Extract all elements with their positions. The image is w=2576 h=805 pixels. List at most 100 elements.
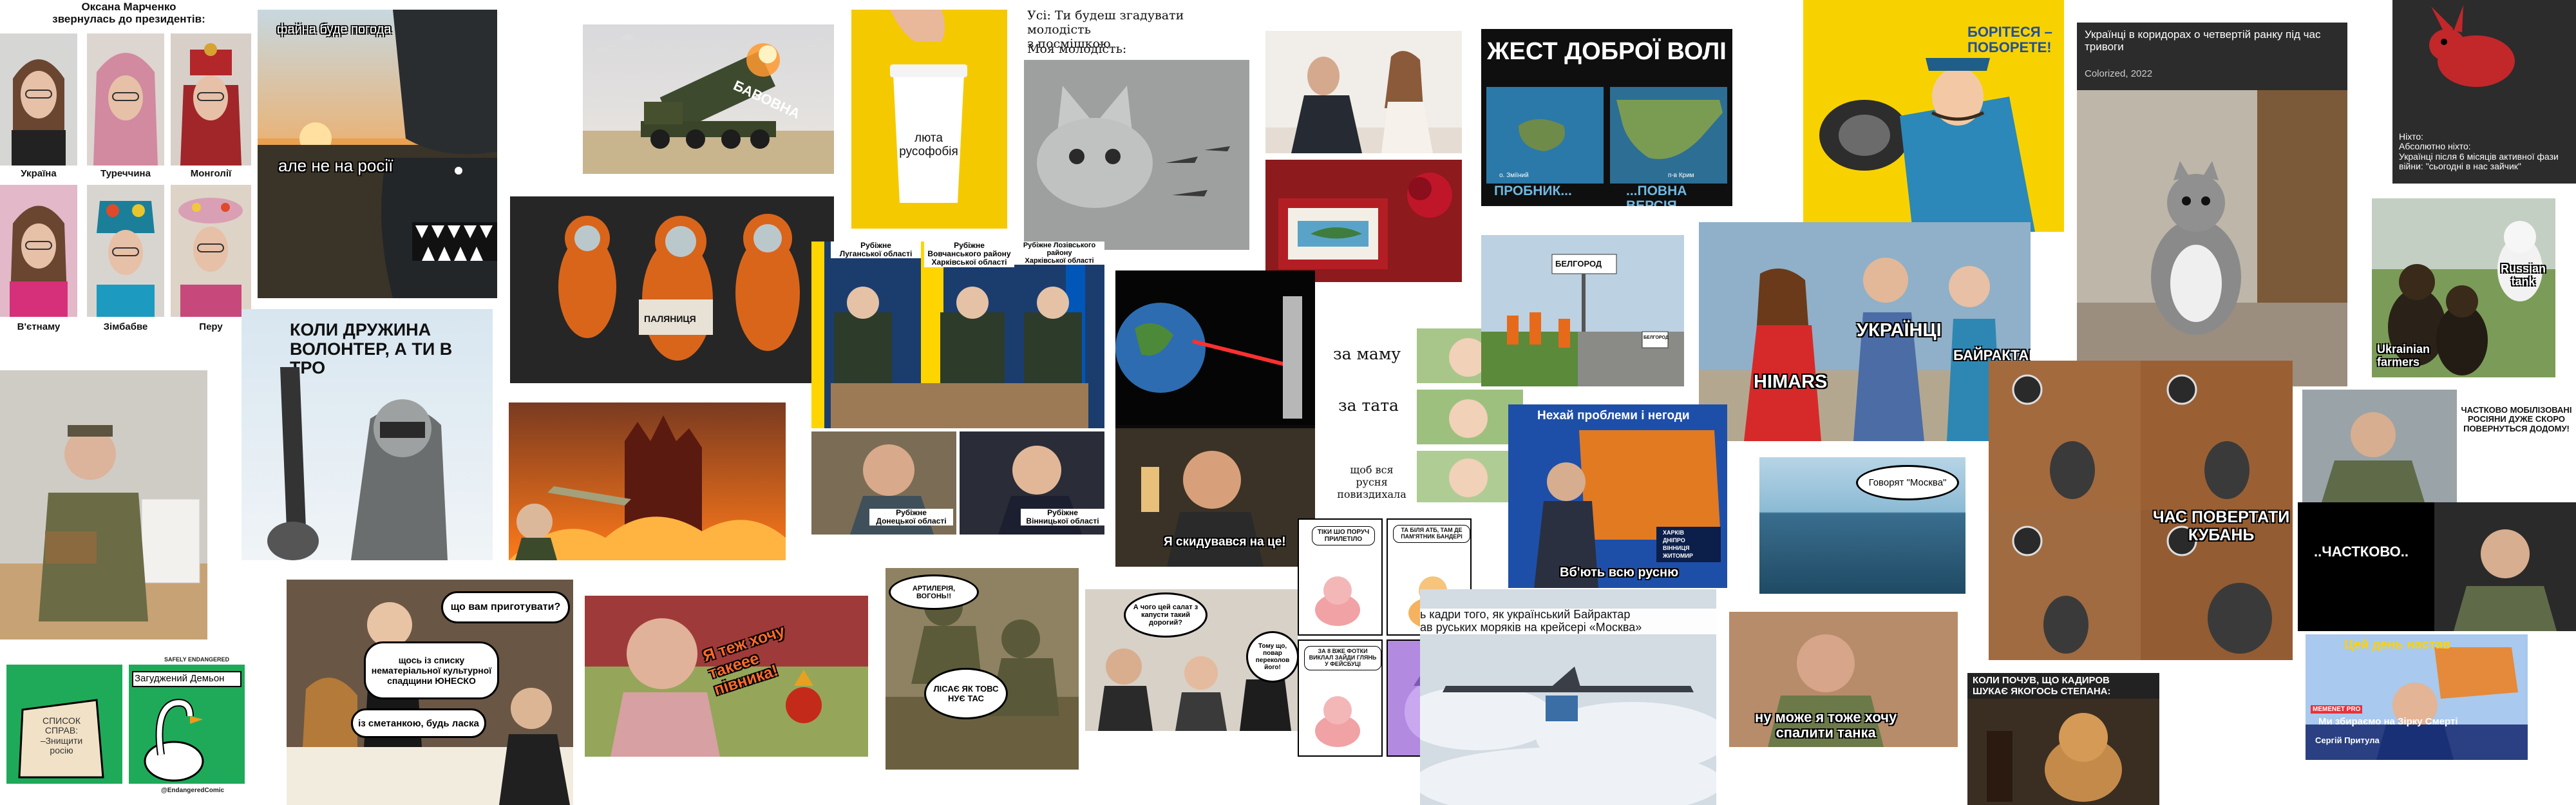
meme-fire <box>509 402 786 560</box>
macron-photo <box>585 596 868 757</box>
portrait-label: Перу <box>199 321 223 332</box>
meme-line: за маму <box>1333 345 1401 363</box>
corridor-sub: Colorized, 2022 <box>2085 68 2153 79</box>
soldiers-photo <box>886 568 1079 770</box>
cossack-illustration <box>1819 58 2035 232</box>
minister-label: Рубіжне Вовчанського району Харківської … <box>924 242 1014 267</box>
portrait-label: Монголії <box>190 168 232 179</box>
corridor-caption: Українці в коридорах о четвертій ранку п… <box>2085 28 2321 53</box>
meme-text: Усі: Ти будеш згадувати молодість з посм… <box>1027 8 1184 51</box>
meme-text: ь кадри того, як український Байрактар а… <box>1420 608 1716 634</box>
meme-macron: Я теж хочу такеее півника! <box>585 596 868 757</box>
portrait-photo <box>0 33 77 166</box>
island-map: о. Зміїний <box>1486 87 1604 184</box>
portrait-photo <box>87 33 164 166</box>
gesture-left-caption: ПРОБНИК... <box>1494 184 1572 198</box>
speech-bubble: ЛІСАЄ ЯК ТОВС НУЄ ТАС <box>924 668 1008 719</box>
meme-prisoner <box>0 370 207 639</box>
speech-bubble: Тому що, повар переколов його! <box>1246 631 1299 683</box>
meme-caption: Я скидувався на це! <box>1164 535 1286 549</box>
proposal-photo <box>1265 31 1462 153</box>
distracted-photo <box>1699 222 2031 441</box>
gesture-title: ЖЕСТ ДОБРОЇ ВОЛІ <box>1487 38 1727 65</box>
toast-photo <box>1115 428 1315 567</box>
meme-text: ..ЧАСТКОВО.. <box>2314 544 2409 560</box>
meme-gesture: ЖЕСТ ДОБРОЇ ВОЛІ о. Зміїний п-в Крим ПРО… <box>1481 29 1732 206</box>
speech-bubble: АРТИЛЕРІЯ, ВОГОНЬ!! <box>889 574 979 610</box>
corridor-photo <box>2077 90 2347 386</box>
meme-bottom-text: але не на росії <box>278 156 393 175</box>
meme-tank: ну може я тоже хочу спалити танка <box>1729 612 1958 747</box>
todo-list: СПИСОК СПРАВ: –Знищити росію <box>40 715 83 756</box>
coffee-cup <box>890 10 967 203</box>
meme-line: за тата <box>1338 396 1399 415</box>
tv-tag: MEMENET PRO <box>2311 705 2363 714</box>
gesture-right-caption: ...ПОВНА ВЕРСІЯ <box>1626 184 1687 206</box>
hazmat-photo <box>510 196 834 383</box>
portrait-photo <box>171 185 251 317</box>
meme-goose: SAFELY ENDANGERED СПИСОК СПРАВ: –Знищити… <box>6 657 248 799</box>
meme-distracted: HIMARS УКРАЇНЦІ БАЙРАКТАР <box>1699 222 2031 441</box>
forecast-photo <box>1508 404 1727 588</box>
dogs-photo <box>2372 198 2555 377</box>
portrait-label: Україна <box>21 168 57 179</box>
cup-text: люта русофобія <box>899 131 958 158</box>
general-photo <box>2434 502 2576 631</box>
distracted-label-left: HIMARS <box>1754 372 1828 392</box>
speech-bubble: А чого цей салат з капусти такий дорогий… <box>1124 592 1208 638</box>
space-scene <box>1115 270 1315 425</box>
meme-dogs: Russian tank Ukrainian farmers <box>2372 198 2555 377</box>
meme-text: ну може я тоже хочу спалити танка <box>1755 709 1897 741</box>
cat-night-vision <box>1024 60 1249 250</box>
meme-shooting: Я скидувався на це! <box>1115 270 1315 567</box>
cat-photo <box>1967 673 2159 805</box>
ring-box-photo <box>1265 160 1462 282</box>
meme-bayraktar: ь кадри того, як український Байрактар а… <box>1420 589 1716 805</box>
goose-title: Загуджений Демьон <box>132 671 242 687</box>
poster-text: БОРІТЕСЯ – ПОБОРЕТЕ! <box>1967 24 2052 56</box>
meme-text: ЧАСТКОВО МОБІЛІЗОВАНІ РОСІЯНИ ДУЖЕ СКОРО… <box>2461 405 2572 433</box>
dogs-label-left: Ukrainian farmers <box>2377 343 2430 368</box>
forecast-title: Нехай проблеми і негоди <box>1537 409 1690 422</box>
portrait-photo <box>0 185 77 317</box>
meme-kadyrov: КОЛИ ПОЧУВ, ЩО КАДИРОВ ШУКАЄ ЯКОГОСЬ СТЕ… <box>1967 673 2159 805</box>
meme-youth: Усі: Ти будеш згадувати молодість з посм… <box>1021 3 1256 251</box>
speech-bubble: що вам приготувати? <box>441 591 570 623</box>
distracted-label-right: БАЙРАКТАР <box>1953 347 2031 363</box>
meme-weather: файна буде погода але не на росії <box>258 10 497 298</box>
minister-label: Рубіжне Вінницької області <box>1021 508 1104 526</box>
speech-bubble: щось із списку нематеріальної культурної… <box>364 641 499 699</box>
portrait-label: Зімбабве <box>103 321 148 332</box>
comic-panel: СПИСОК СПРАВ: –Знищити росію <box>6 665 122 784</box>
comic-panel: ТІКИ ШО ПОРУЧ ПРИЛЕТІЛО <box>1298 518 1383 636</box>
meme-text: КОЛИ ДРУЖИНА ВОЛОНТЕР, А ТИ В ТРО <box>290 320 453 378</box>
cats-clock-photo <box>1989 361 2293 660</box>
belgorod-photo <box>1481 235 1684 386</box>
meme-rabbit: Ніхто: Абсолютно ніхто: Українці після 6… <box>2392 0 2576 184</box>
meme-mobilization: ЧАСТКОВО МОБІЛІЗОВАНІ РОСІЯНИ ДУЖЕ СКОРО… <box>2302 390 2576 502</box>
comic-header: SAFELY ENDANGERED <box>164 657 230 663</box>
comic-text: ЗА 8 ВЖЕ ФОТКИ ВИКЛАЛ ЗАЙДИ ГЛЯНЬ У ФЕЙС… <box>1304 646 1381 670</box>
meme-problems: Нехай проблеми і негоди Вб'ють всю русню… <box>1508 404 1727 588</box>
tank-photo <box>1729 612 1958 747</box>
speech-bubble: Говорят "Москва" <box>1856 465 1959 500</box>
tv-ticker: Ми збираємо на Зірку Смерті <box>2318 716 2458 727</box>
tv-photo <box>2306 634 2528 760</box>
meme-moscow: Говорят "Москва" <box>1759 457 1965 594</box>
comic-credit: @EndangeredComic <box>161 787 225 794</box>
meme-belgorod: БЕЛГОРОД БЕЛГОРОД <box>1481 235 1684 386</box>
rabbit-drawing <box>2429 5 2515 87</box>
city-sign: БЕЛГОРОД <box>1643 336 1669 340</box>
portrait-label: Туреччина <box>100 168 151 179</box>
meme-salad: А чого цей салат з капусти такий дорогий… <box>1085 589 1301 731</box>
meme-druzhyna: КОЛИ ДРУЖИНА ВОЛОНТЕР, А ТИ В ТРО <box>242 309 493 560</box>
meme-text: Моя молодість: <box>1027 42 1127 56</box>
meme-fight: БОРІТЕСЯ – ПОБОРЕТЕ! <box>1803 0 2064 232</box>
rabbit-text: Ніхто: Абсолютно ніхто: Українці після 6… <box>2399 131 2559 172</box>
meme-palyanytsia: ПАЛЯНИЦЯ <box>510 196 834 383</box>
ministers-photo <box>811 242 1104 428</box>
forecast-row: ДНІПРО <box>1663 537 1685 544</box>
portrait-photo <box>87 185 164 317</box>
speech-bubble: із сметанкою, будь ласка <box>351 708 486 738</box>
map-label: о. Зміїний <box>1499 172 1529 179</box>
